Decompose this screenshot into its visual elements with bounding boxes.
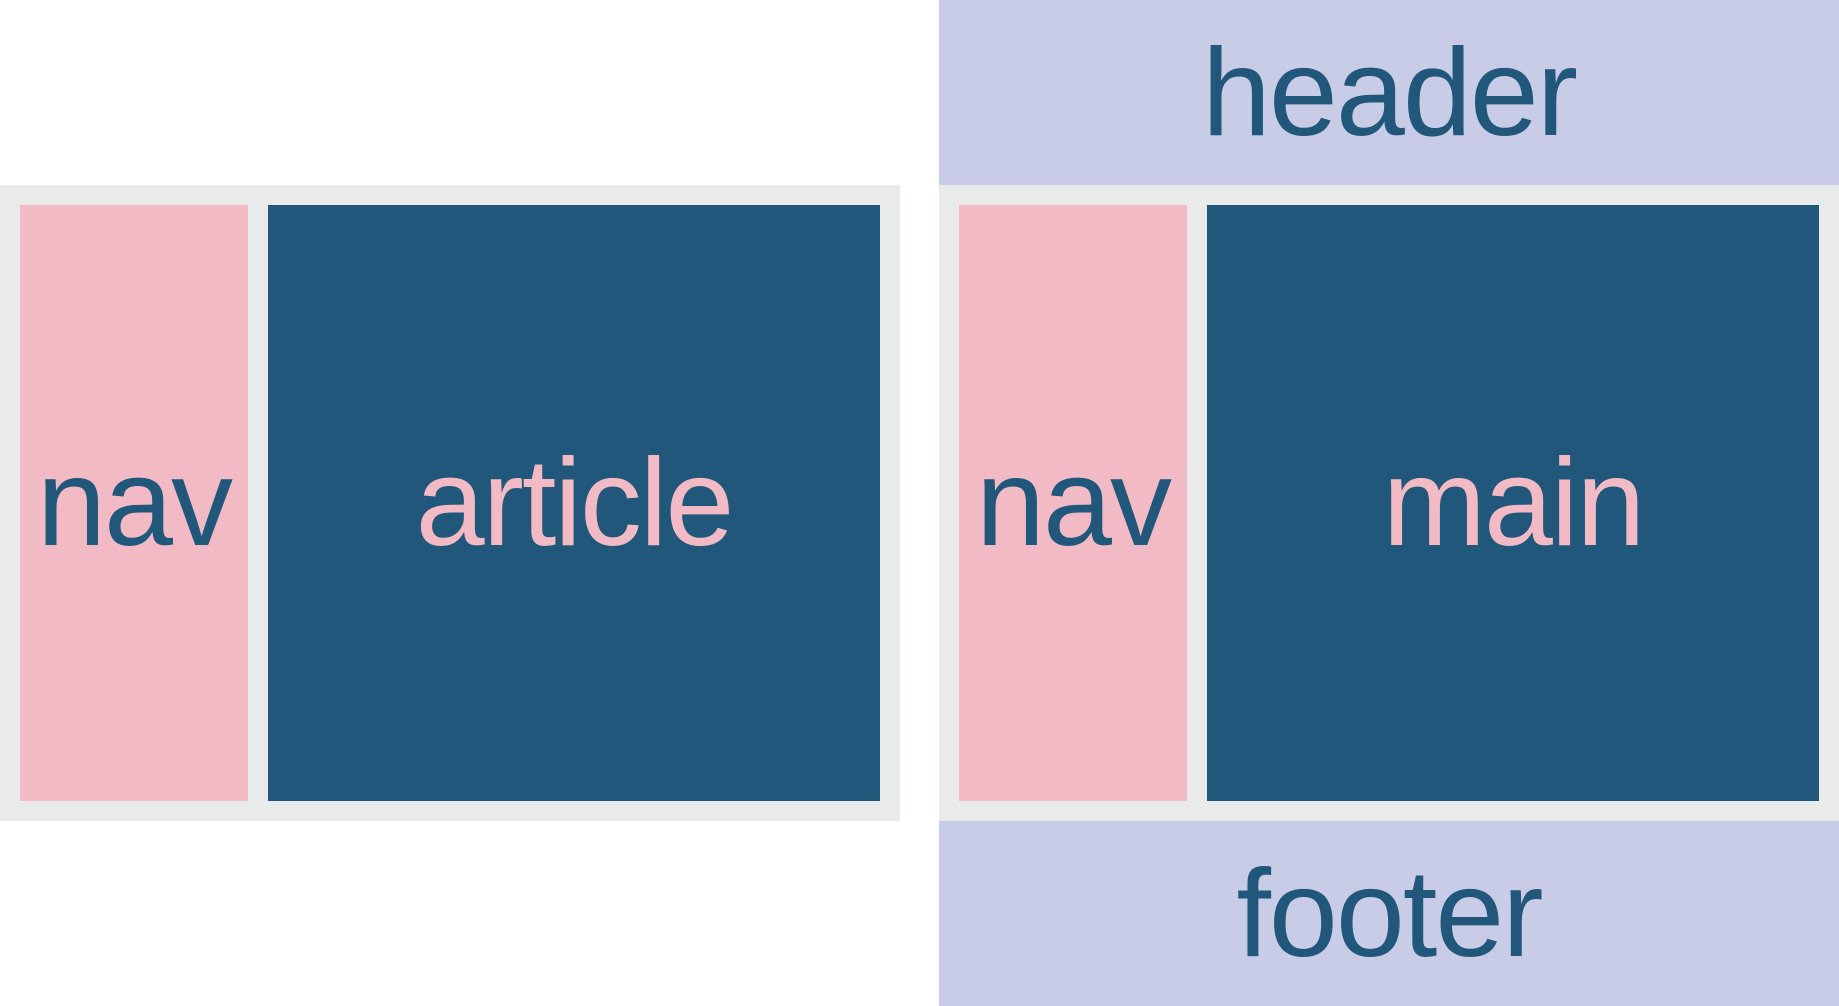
left-article-block: article (268, 205, 880, 801)
right-header-block: header (939, 0, 1839, 185)
right-main-label: main (1382, 434, 1646, 572)
left-article-label: article (415, 434, 735, 572)
right-nav-block: nav (959, 205, 1187, 801)
right-footer-label: footer (1236, 844, 1543, 983)
left-nav-label: nav (37, 434, 233, 572)
right-main-block: main (1207, 205, 1819, 801)
left-nav-block: nav (20, 205, 248, 801)
right-header-label: header (1201, 23, 1578, 162)
right-nav-label: nav (976, 434, 1172, 572)
right-footer-block: footer (939, 821, 1839, 1006)
